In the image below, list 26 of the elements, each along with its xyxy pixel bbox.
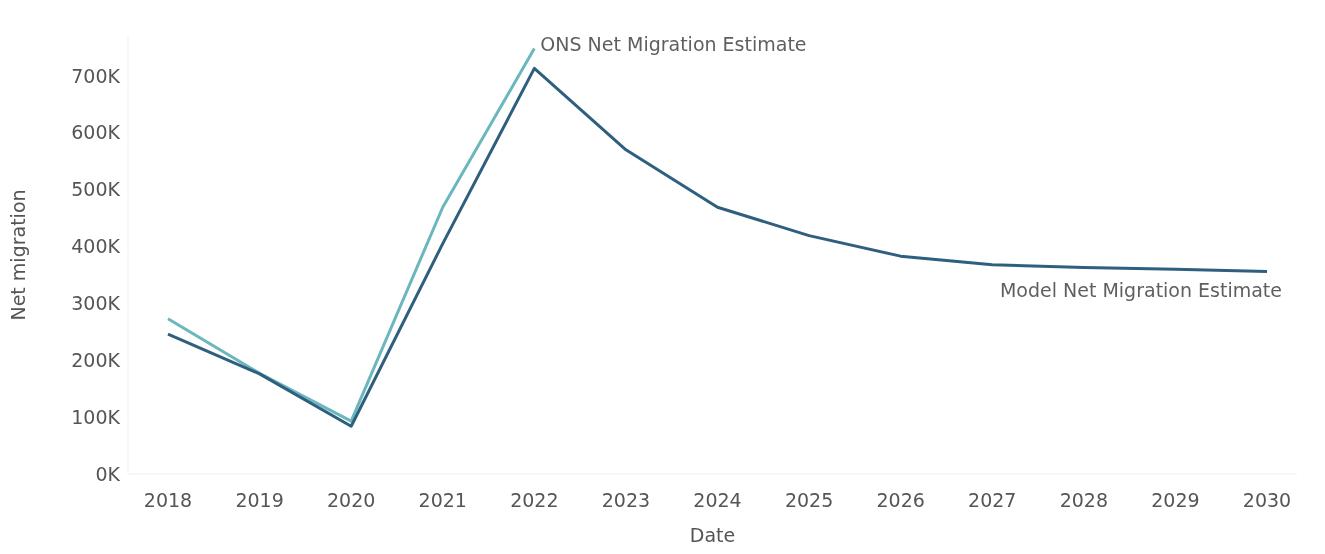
y-tick-label: 0K <box>95 462 121 485</box>
x-tick-label: 2029 <box>1151 489 1200 512</box>
y-tick-label: 600K <box>71 121 121 144</box>
x-tick-label: 2028 <box>1059 489 1109 512</box>
x-tick-label: 2020 <box>326 489 376 512</box>
series-label: Model Net Migration Estimate <box>999 279 1282 302</box>
y-axis-title: Net migration <box>6 189 29 321</box>
x-tick-label: 2026 <box>876 489 925 512</box>
line-series <box>166 47 536 423</box>
x-tick-label: 2022 <box>510 489 559 512</box>
y-tick-label: 700K <box>71 64 121 87</box>
y-tick-label: 200K <box>71 348 121 371</box>
y-tick-label: 100K <box>71 405 121 428</box>
y-tick-label: 500K <box>71 178 121 201</box>
x-tick-label: 2023 <box>601 489 651 512</box>
x-tick-label: 2018 <box>143 489 193 512</box>
x-tick-label: 2025 <box>784 489 834 512</box>
y-tick-label: 300K <box>71 292 121 315</box>
x-tick-label: 2030 <box>1242 489 1292 512</box>
x-tick-label: 2019 <box>235 489 284 512</box>
x-axis-title: Date <box>689 524 736 546</box>
y-tick-label: 400K <box>71 235 121 258</box>
x-tick-label: 2021 <box>418 489 467 512</box>
series-label: ONS Net Migration Estimate <box>540 32 807 55</box>
x-tick-label: 2027 <box>968 489 1017 512</box>
x-tick-label: 2024 <box>693 489 742 512</box>
